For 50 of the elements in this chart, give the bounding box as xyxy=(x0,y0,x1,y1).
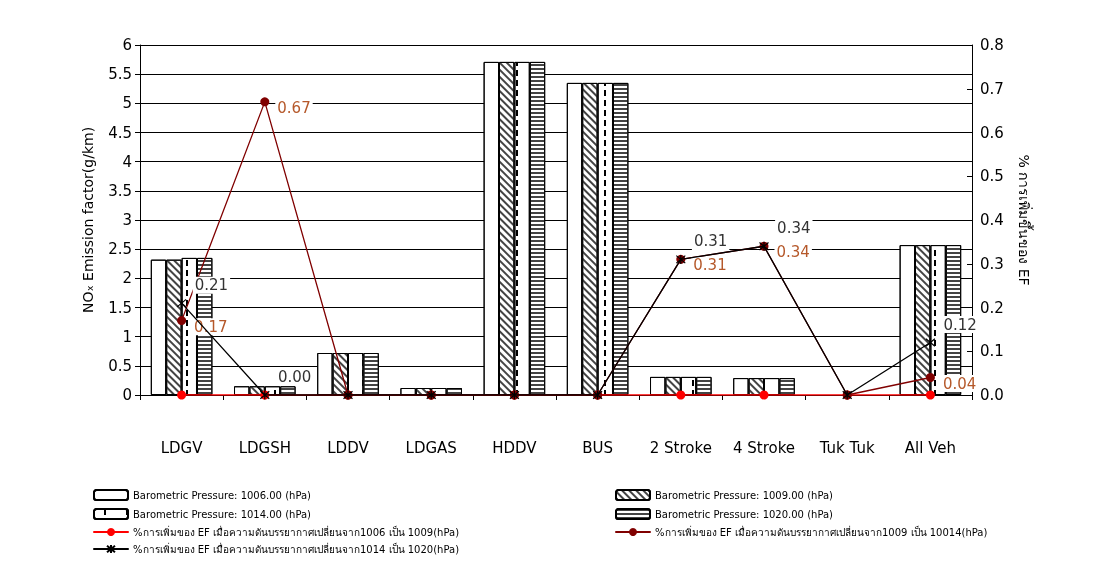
y2-tick-label: 0.0 xyxy=(980,386,1004,404)
legend-label: %การเพิ่มของ EF เมื่อความดันบรรยากาศเปลี่ยนจาก1009 เป็น 10014(hPa) xyxy=(655,524,988,538)
x-tick-label: BUS xyxy=(582,438,613,457)
y-tick-label: 6 xyxy=(122,36,132,54)
x-tick-label: LDGAS xyxy=(405,438,457,457)
y-tick-label: 4.5 xyxy=(108,123,132,142)
y2-axis-title: % การเพิ่มขึ้นของ EF xyxy=(1016,154,1034,286)
x-tick-label: Tuk Tuk xyxy=(818,438,875,457)
y-tick-label: 2.5 xyxy=(108,240,132,259)
y2-tick-label: 0.3 xyxy=(980,254,1004,273)
x-tick-label: LDGV xyxy=(160,438,204,457)
data-label: 0.34 xyxy=(776,243,810,262)
y2-tick-label: 0.2 xyxy=(980,298,1004,317)
x-tick-label: LDDV xyxy=(327,438,370,457)
legend-label: Barometric Pressure: 1006.00 (hPa) xyxy=(133,489,312,501)
legend-label: Barometric Pressure: 1014.00 (hPa) xyxy=(133,508,312,520)
data-label: 0.34 xyxy=(777,219,811,238)
legend-label: Barometric Pressure: 1009.00 (hPa) xyxy=(655,489,834,501)
y2-tick-label: 0.5 xyxy=(980,167,1004,186)
x-tick-label: 2 Stroke xyxy=(649,438,712,457)
data-label: 0.31 xyxy=(693,232,728,251)
x-tick-label: HDDV xyxy=(492,438,538,457)
y-tick-label: 1.5 xyxy=(108,298,132,317)
legend-label: %การเพิ่มของ EF เมื่อความดันบรรยากาศเปลี่ยนจาก1014 เป็น 1020(hPa) xyxy=(133,541,460,555)
y2-tick-label: 0.6 xyxy=(980,123,1004,142)
y2-tick-label: 0.8 xyxy=(980,36,1004,54)
y2-tick-label: 0.4 xyxy=(980,211,1004,229)
y2-tick-label: 0.7 xyxy=(980,79,1004,98)
legend-label: %การเพิ่มของ EF เมื่อความดันบรรยากาศเปลี่ยนจาก1006 เป็น 1009(hPa) xyxy=(133,524,460,538)
x-tick-label: 4 Stroke xyxy=(732,438,796,457)
y-tick-label: 5 xyxy=(122,94,132,113)
y-tick-label: 5.5 xyxy=(108,65,132,84)
y-tick-label: 0.5 xyxy=(108,356,132,375)
y-tick-label: 4 xyxy=(122,152,132,171)
y-tick-label: 2 xyxy=(122,269,132,288)
data-label: 0.12 xyxy=(943,315,977,334)
data-label: 0.04 xyxy=(942,374,977,393)
data-label: 0.31 xyxy=(693,256,727,275)
y2-tick-label: 0.1 xyxy=(980,342,1004,361)
y-tick-label: 3 xyxy=(122,211,132,229)
data-label: 0.21 xyxy=(194,276,229,295)
data-label: 0.00 xyxy=(277,368,312,386)
legend-label: Barometric Pressure: 1020.00 (hPa) xyxy=(655,508,834,520)
x-tick-label: LDGSH xyxy=(238,438,291,457)
y-tick-label: 0 xyxy=(122,386,132,404)
x-tick-label: All Veh xyxy=(904,438,956,457)
data-label: 0.67 xyxy=(277,98,311,117)
y-axis-title: NOₓ Emission factor(g/km) xyxy=(80,126,96,314)
y-tick-label: 3.5 xyxy=(108,181,132,200)
y-tick-label: 1 xyxy=(122,327,132,346)
